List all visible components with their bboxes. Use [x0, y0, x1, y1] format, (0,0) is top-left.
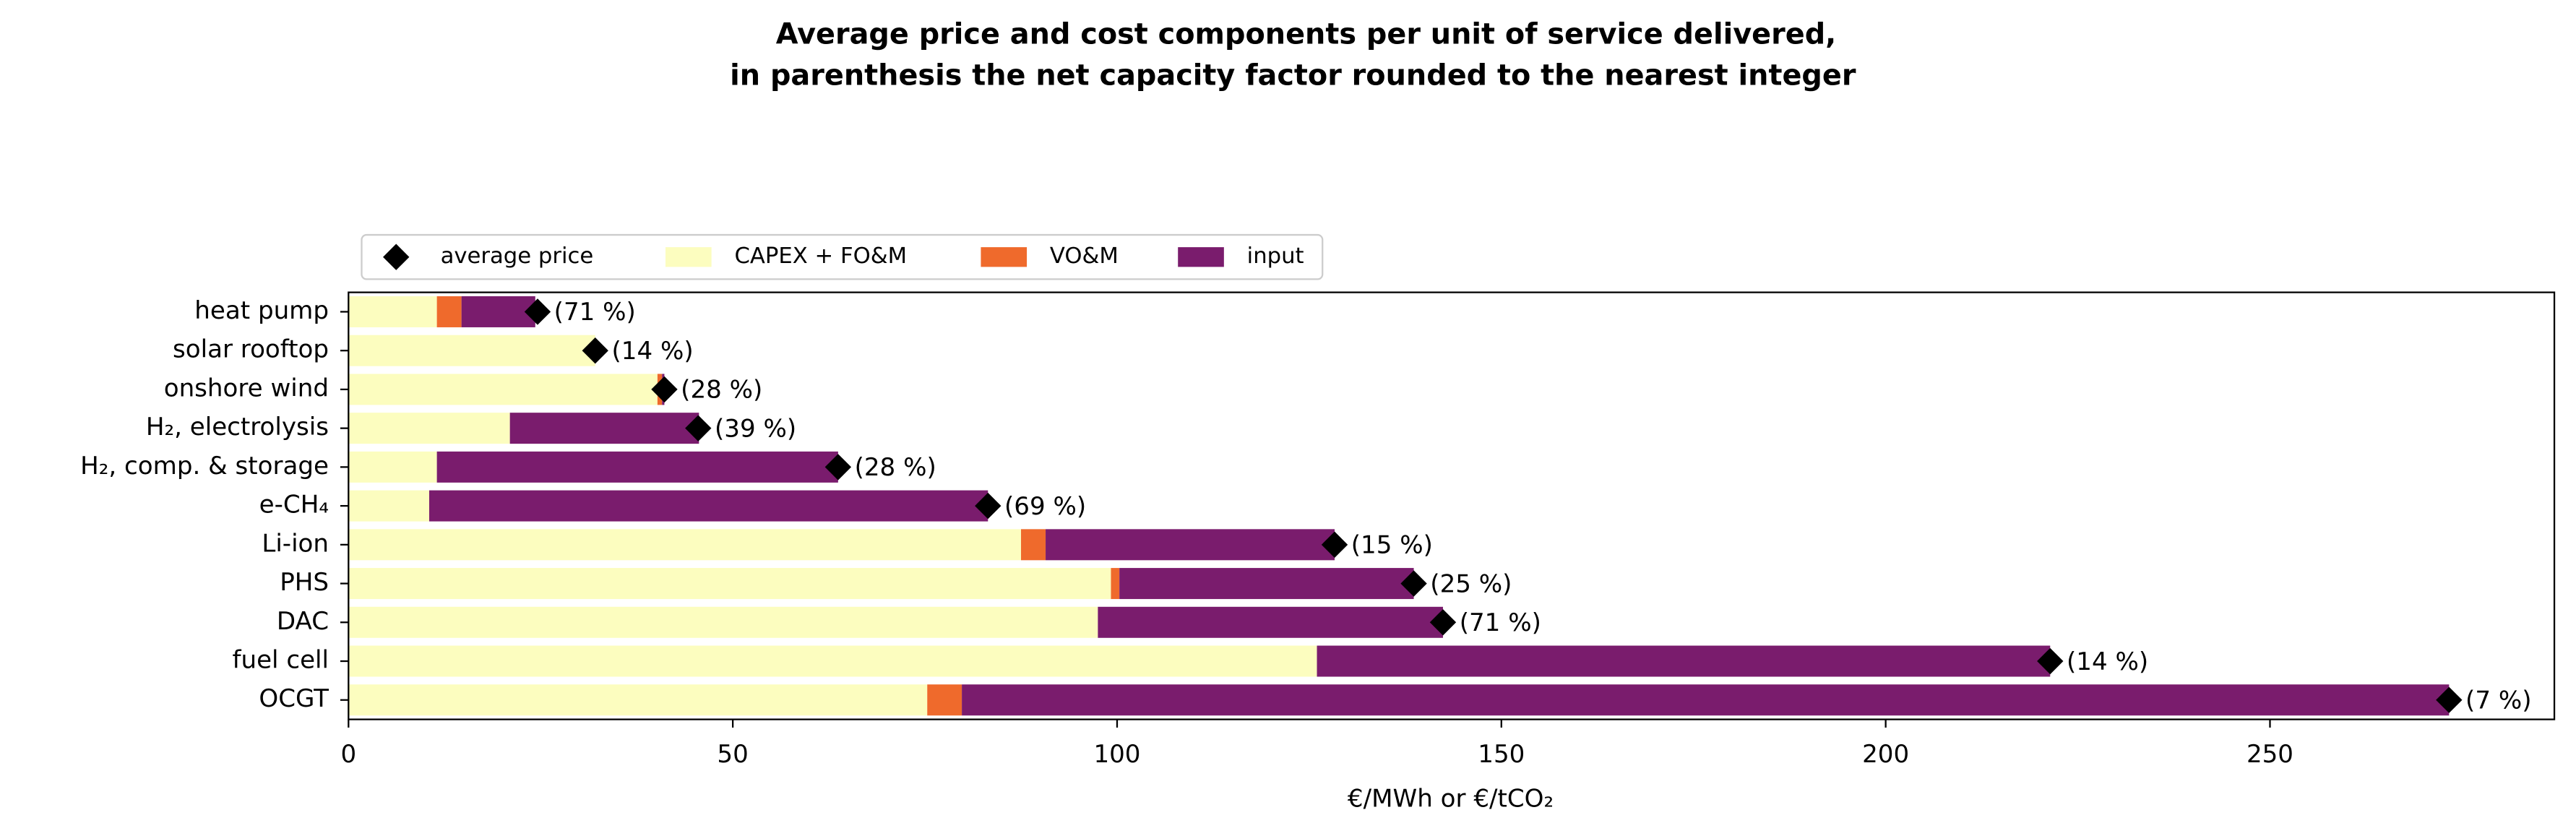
legend-swatch: [981, 247, 1028, 267]
bar-segment: [962, 684, 2450, 716]
y-tick-label: DAC: [277, 607, 329, 636]
price-marker: [2436, 686, 2463, 713]
bar-segment: [509, 413, 699, 444]
bar-segment: [1111, 568, 1120, 600]
annotation: (15 %): [1351, 531, 1433, 560]
x-tick-label: 150: [1478, 740, 1525, 769]
price-marker: [2037, 647, 2064, 675]
bar-segment: [348, 374, 658, 405]
y-tick-label: solar rooftop: [173, 335, 329, 364]
y-tick-label: heat pump: [194, 296, 329, 325]
bar-segment: [348, 684, 928, 716]
x-tick-label: 250: [2247, 740, 2293, 769]
price-marker: [582, 337, 608, 364]
x-axis-label: €/MWh or €/tCO₂: [1348, 784, 1554, 813]
annotation: (71 %): [554, 298, 636, 327]
y-tick-label: H₂, electrolysis: [146, 413, 329, 441]
price-marker: [685, 415, 712, 441]
bar-segment: [436, 451, 838, 483]
y-tick-label: Li-ion: [262, 529, 329, 558]
bar-segment: [428, 490, 988, 522]
legend-label: CAPEX + FO&M: [734, 244, 907, 269]
legend-swatch: [1178, 247, 1224, 267]
legend-label: average price: [441, 244, 594, 269]
annotation: (28 %): [681, 376, 762, 405]
bar-segment: [348, 606, 1098, 638]
price-marker: [1400, 570, 1427, 597]
bar-segment: [348, 490, 429, 522]
annotation: (7 %): [2465, 686, 2532, 715]
price-marker: [1429, 609, 1457, 636]
bar-segment: [348, 529, 1022, 561]
annotation: (14 %): [2067, 647, 2148, 676]
x-tick-label: 0: [340, 740, 356, 769]
legend-marker: [383, 244, 410, 270]
legend-swatch: [665, 247, 712, 267]
bar-segment: [1046, 529, 1335, 561]
bar-segment: [1317, 645, 2051, 677]
y-tick-label: fuel cell: [233, 646, 329, 675]
bar-segment: [1119, 568, 1414, 600]
legend-frame: [361, 233, 1324, 280]
bar-segment: [348, 568, 1111, 600]
bar-segment: [927, 684, 962, 716]
annotation: (14 %): [611, 337, 693, 366]
bar-segment: [348, 645, 1317, 677]
bar-segment: [1098, 606, 1443, 638]
price-marker: [524, 298, 551, 325]
y-tick-label: PHS: [280, 568, 329, 597]
bar-segment: [348, 296, 437, 327]
annotation: (39 %): [715, 414, 796, 443]
y-tick-label: H₂, comp. & storage: [80, 452, 329, 481]
y-tick-label: e-CH₄: [259, 491, 329, 520]
annotation: (25 %): [1430, 569, 1512, 598]
bar-segment: [348, 335, 595, 366]
y-tick-label: onshore wind: [164, 374, 329, 402]
price-marker: [651, 376, 678, 403]
annotation: (28 %): [855, 453, 936, 482]
price-marker: [975, 492, 1001, 520]
legend-label: VO&M: [1050, 244, 1119, 269]
bar-segment: [348, 451, 437, 483]
bar-segment: [461, 296, 535, 327]
bar-segment: [436, 296, 462, 327]
annotation: (69 %): [1004, 492, 1086, 521]
x-tick-label: 100: [1093, 740, 1140, 769]
plot-frame: [348, 291, 2556, 720]
y-tick-label: OCGT: [259, 684, 329, 713]
bar-segment: [1021, 529, 1046, 561]
x-tick-label: 200: [1862, 740, 1909, 769]
chart-title: Average price and cost components per un…: [776, 18, 1837, 51]
annotation: (71 %): [1460, 608, 1541, 637]
legend-label: input: [1247, 244, 1304, 269]
chart-title: in parenthesis the net capacity factor r…: [730, 59, 1856, 92]
x-tick-label: 50: [717, 740, 748, 769]
bar-segment: [348, 413, 510, 444]
